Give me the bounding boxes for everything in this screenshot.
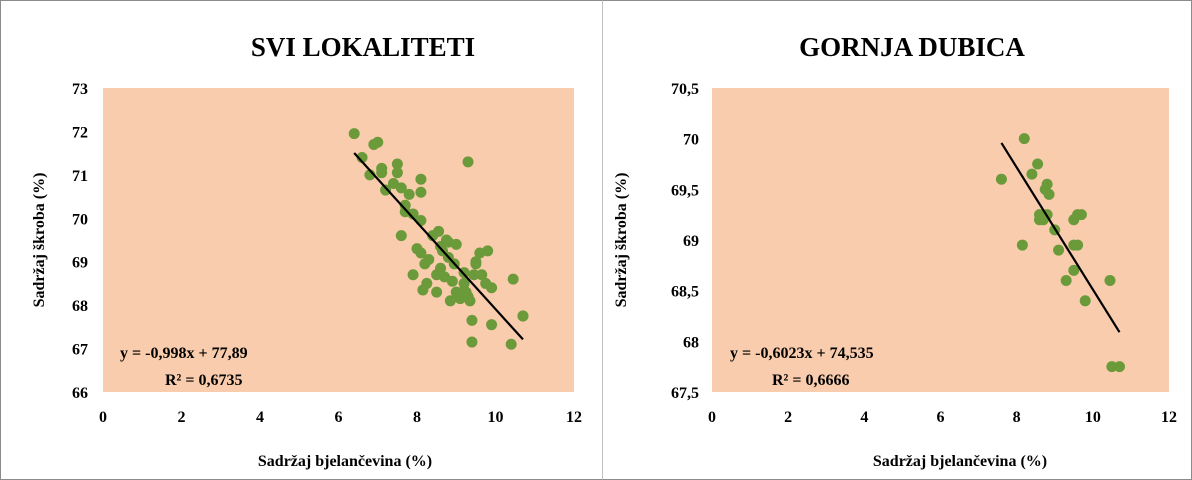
data-point <box>421 277 433 289</box>
y-axis-label: Sadržaj škroba (%) <box>613 173 630 308</box>
x-tick-label: 2 <box>178 409 186 426</box>
data-point <box>476 269 488 281</box>
y-tick-label: 69 <box>72 255 88 272</box>
data-point <box>458 277 470 289</box>
data-point <box>1032 158 1044 170</box>
data-point <box>505 338 517 350</box>
data-point <box>407 208 419 220</box>
data-point <box>466 314 478 326</box>
y-tick-label: 70 <box>683 132 699 149</box>
x-tick-label: 0 <box>99 409 107 426</box>
data-point <box>1113 361 1125 373</box>
x-tick-label: 6 <box>335 409 343 426</box>
data-point <box>468 269 480 281</box>
data-point <box>462 156 474 168</box>
data-point <box>403 188 415 200</box>
data-point <box>1060 275 1072 287</box>
data-point <box>1018 133 1030 145</box>
data-point <box>423 254 435 266</box>
data-point <box>450 238 462 250</box>
y-tick-label: 68 <box>72 298 88 315</box>
data-point <box>446 275 458 287</box>
data-point <box>407 269 419 281</box>
data-point <box>433 225 445 237</box>
chart-title: SVI LOKALITETI <box>251 32 475 62</box>
x-axis-label: Sadržaj bjelančevina (%) <box>258 453 432 470</box>
x-tick-label: 0 <box>708 409 716 426</box>
data-point <box>395 182 407 194</box>
y-tick-label: 70 <box>72 211 88 228</box>
data-point <box>431 286 443 298</box>
y-tick-label: 66 <box>72 385 88 402</box>
y-tick-label: 69,5 <box>671 182 699 199</box>
data-point <box>1106 361 1118 373</box>
data-point <box>482 245 494 257</box>
trendline <box>1000 142 1121 333</box>
trendline-equation: y = -0,6023x + 74,535 <box>730 345 874 362</box>
chart-title: GORNJA DUBICA <box>799 32 1025 62</box>
data-point <box>399 199 411 211</box>
data-point <box>507 273 519 285</box>
data-point <box>348 128 360 140</box>
data-point <box>1016 239 1028 251</box>
y-axis-label: Sadržaj škroba (%) <box>31 173 48 308</box>
data-point <box>415 173 427 185</box>
data-point <box>1072 239 1084 251</box>
y-tick-label: 69 <box>683 233 699 250</box>
data-point <box>486 319 498 331</box>
y-tick-label: 68 <box>683 334 699 351</box>
data-point <box>1068 264 1080 276</box>
data-point <box>466 336 478 348</box>
data-point <box>376 162 388 174</box>
data-point <box>1079 295 1091 307</box>
data-point <box>415 186 427 198</box>
data-point <box>395 230 407 242</box>
x-tick-label: 10 <box>1085 409 1101 426</box>
data-point <box>1026 168 1038 180</box>
x-tick-label: 4 <box>256 409 264 426</box>
x-axis-label: Sadržaj bjelančevina (%) <box>873 453 1047 470</box>
data-point <box>486 282 498 294</box>
data-point <box>1053 244 1065 256</box>
x-tick-label: 10 <box>488 409 504 426</box>
plot-area <box>103 88 574 392</box>
y-tick-label: 68,5 <box>671 284 699 301</box>
y-tick-label: 73 <box>72 81 88 98</box>
x-tick-label: 8 <box>413 409 421 426</box>
data-point <box>470 258 482 270</box>
x-tick-label: 4 <box>860 409 868 426</box>
y-tick-label: 67,5 <box>671 385 699 402</box>
plot-area <box>712 88 1169 392</box>
data-point <box>517 310 529 322</box>
data-point <box>415 214 427 226</box>
data-point <box>1041 178 1053 190</box>
data-point <box>464 295 476 307</box>
data-point <box>380 184 392 196</box>
data-point <box>1075 209 1087 221</box>
data-point <box>415 247 427 259</box>
x-tick-label: 8 <box>1013 409 1021 426</box>
x-tick-label: 12 <box>566 409 582 426</box>
trendline <box>353 152 524 341</box>
y-tick-label: 71 <box>72 168 88 185</box>
x-tick-label: 6 <box>937 409 945 426</box>
x-tick-label: 12 <box>1161 409 1177 426</box>
data-point <box>995 173 1007 185</box>
data-point <box>391 158 403 170</box>
trendline-equation: y = -0,998x + 77,89 <box>120 345 248 362</box>
y-tick-label: 67 <box>72 342 88 359</box>
data-point <box>372 136 384 148</box>
data-point <box>435 262 447 274</box>
y-tick-label: 72 <box>72 124 88 141</box>
data-point <box>1043 188 1055 200</box>
data-point <box>1104 275 1116 287</box>
y-tick-label: 70,5 <box>671 81 699 98</box>
data-point <box>391 167 403 179</box>
r-squared-label: R² = 0,6735 <box>165 372 242 389</box>
x-tick-label: 2 <box>784 409 792 426</box>
r-squared-label: R² = 0,6666 <box>772 372 849 389</box>
